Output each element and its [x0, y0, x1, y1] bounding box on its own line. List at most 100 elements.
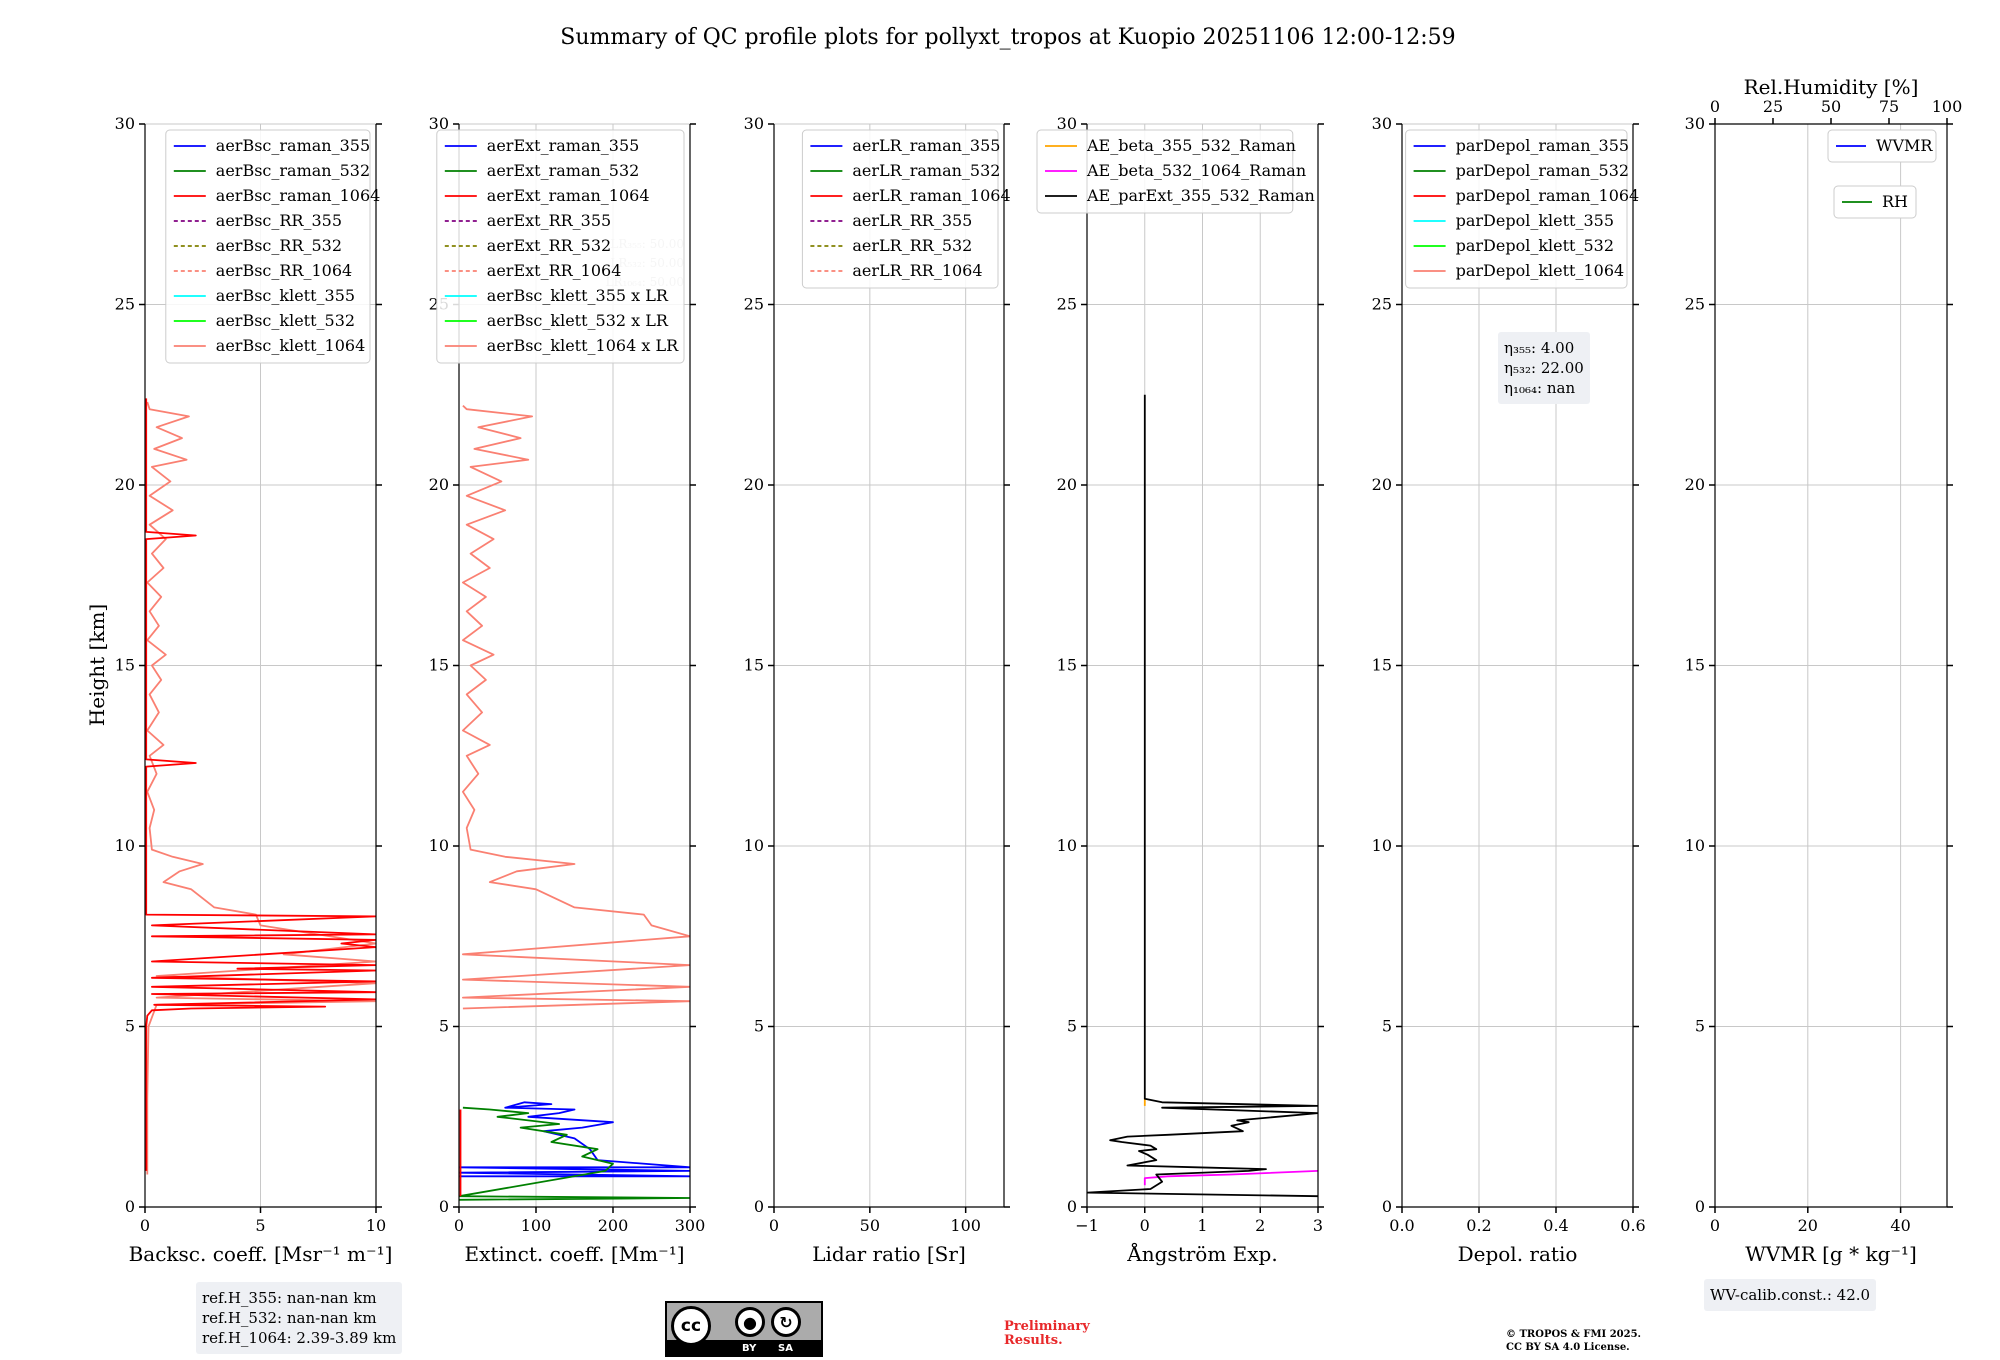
- reference-height-box: ref.H_355: nan-nan km ref.H_532: nan-nan…: [196, 1282, 403, 1354]
- series-line-AE_parExt_355_532_Raman: [1087, 394, 1318, 1198]
- legend-label: aerExt_raman_1064: [487, 186, 650, 205]
- legend-label: RH: [1882, 192, 1908, 211]
- y-tick-label: 20: [1057, 475, 1077, 494]
- x-tick-label: 100: [521, 1216, 552, 1235]
- x-axis-label: Lidar ratio [Sr]: [812, 1242, 966, 1266]
- y-tick-label: 20: [115, 475, 135, 494]
- legend-label: WVMR: [1876, 136, 1933, 155]
- legend-label: aerBsc_RR_355: [216, 211, 342, 230]
- legend-label: aerBsc_RR_1064: [216, 261, 352, 280]
- y-tick-label: 30: [1685, 114, 1705, 133]
- legend-label: parDepol_klett_532: [1456, 236, 1614, 255]
- ref-h-1064-text: ref.H_1064: 2.39-3.89 km: [202, 1329, 397, 1347]
- series-line-aerBsc_raman_1064: [145, 398, 376, 1171]
- x-tick-label: 0: [140, 1216, 150, 1235]
- x-tick-label: 40: [1890, 1216, 1910, 1235]
- x-tick-label: 0: [769, 1216, 779, 1235]
- legend-label: AE_beta_355_532_Raman: [1086, 136, 1296, 155]
- x-tick-label: 0.4: [1543, 1216, 1568, 1235]
- y-tick-label: 10: [1685, 836, 1705, 855]
- x-tick-label: 300: [675, 1216, 706, 1235]
- x-tick-label: 200: [598, 1216, 629, 1235]
- panel-lr: 0 50 100 0 5 10 15 20 25 30 Lidar ratio [Sr] aerLR_…: [744, 114, 1011, 1266]
- y-tick-label: 20: [1685, 475, 1705, 494]
- x-tick-label: 10: [366, 1216, 386, 1235]
- legend-depol: parDepol_raman_355 parDepol_raman_532 parD…: [1405, 129, 1640, 289]
- eta-532-text: η₅₃₂: 22.00: [1504, 359, 1584, 377]
- series-line-aerExt_raman_355: [459, 1101, 690, 1178]
- legend-label: parDepol_klett_1064: [1456, 261, 1625, 280]
- x-tick-label: 0.6: [1620, 1216, 1645, 1235]
- wv-calib-text: WV-calib.const.: 42.0: [1710, 1286, 1871, 1304]
- x-tick-label: 0: [1710, 1216, 1720, 1235]
- copyright-note: © TROPOS & FMI 2025. CC BY SA 4.0 Licens…: [1506, 1328, 1641, 1354]
- legend-label: aerBsc_raman_355: [216, 136, 370, 155]
- eta-info-box: η₃₅₅: 4.00 η₅₃₂: 22.00 η₁₀₆₄: nan: [1498, 332, 1590, 404]
- x-tick-label: 0.0: [1389, 1216, 1414, 1235]
- legend-frame: [801, 129, 999, 289]
- x-tick-label: 1: [1197, 1216, 1207, 1235]
- legend-frame: [165, 129, 371, 364]
- legend-label: aerExt_RR_355: [487, 211, 611, 230]
- legend-frame: [1036, 129, 1294, 214]
- y-tick-label: 25: [1057, 295, 1077, 314]
- top-x-tick-label: 75: [1879, 97, 1899, 116]
- top-x-tick-label: 25: [1763, 97, 1783, 116]
- x-axis-label: Backsc. coeff. [Msr⁻¹ m⁻¹]: [129, 1242, 393, 1266]
- legend-label: parDepol_raman_1064: [1456, 186, 1640, 205]
- legend-label: aerExt_raman_355: [487, 136, 640, 155]
- legend-label: aerLR_RR_532: [852, 236, 972, 255]
- x-tick-label: 0: [1140, 1216, 1150, 1235]
- x-tick-label: 3: [1313, 1216, 1323, 1235]
- x-tick-label: 50: [860, 1216, 880, 1235]
- series-group-ae: [1087, 394, 1318, 1198]
- ref-h-532-text: ref.H_532: nan-nan km: [202, 1309, 377, 1327]
- preliminary-line-2: Results.: [1004, 1333, 1063, 1348]
- top-x-tick-label: 50: [1821, 97, 1841, 116]
- legend-label: parDepol_klett_355: [1456, 211, 1614, 230]
- cc-icon: cc: [671, 1306, 711, 1346]
- panel-bsc: 0 5 10 0 5 10 15 20 25 30 Backsc. coeff. [Msr⁻¹ m⁻…: [115, 114, 393, 1266]
- x-tick-label: 20: [1798, 1216, 1818, 1235]
- y-tick-label: 5: [754, 1017, 764, 1036]
- y-tick-label: 15: [429, 656, 449, 675]
- legend-label: aerBsc_klett_1064: [216, 336, 365, 355]
- y-tick-label: 10: [1057, 836, 1077, 855]
- x-tick-label: 100: [950, 1216, 981, 1235]
- sa-label: SA: [778, 1343, 793, 1354]
- legend-ae: AE_beta_355_532_Raman AE_beta_532_1064_Ra…: [1036, 129, 1315, 214]
- y-tick-label: 20: [429, 475, 449, 494]
- y-tick-label: 25: [1685, 295, 1705, 314]
- y-tick-label: 25: [744, 295, 764, 314]
- y-tick-label: 5: [1382, 1017, 1392, 1036]
- x-axis-label: Depol. ratio: [1458, 1242, 1578, 1266]
- legend-label: aerLR_RR_1064: [852, 261, 982, 280]
- x-tick-label: 5: [255, 1216, 265, 1235]
- wv-calibration-box: WV-calib.const.: 42.0: [1704, 1279, 1877, 1311]
- y-tick-label: 10: [1372, 836, 1392, 855]
- y-tick-label: 0: [1067, 1197, 1077, 1216]
- legend-label: aerBsc_klett_355 x LR: [487, 286, 669, 305]
- legend-label: aerBsc_klett_355: [216, 286, 355, 305]
- x-tick-label: 2: [1255, 1216, 1265, 1235]
- legend-label: aerLR_raman_1064: [852, 186, 1010, 205]
- by-label: BY: [742, 1343, 757, 1354]
- panel-depol: 0.0 0.2 0.4 0.6 0 5 10 15 20 25 30 Depol. ratio parD…: [1372, 114, 1646, 1266]
- x-tick-label: 0: [454, 1216, 464, 1235]
- y-tick-label: 0: [1382, 1197, 1392, 1216]
- series-line-aerBsc_klett_1064 x LR: [462, 404, 690, 1010]
- legend-frame: [1833, 185, 1917, 219]
- y-tick-label: 0: [125, 1197, 135, 1216]
- chart-title: Summary of QC profile plots for pollyxt_…: [560, 25, 1455, 50]
- y-tick-label: 15: [1685, 656, 1705, 675]
- y-tick-label: 10: [744, 836, 764, 855]
- legend-frame: [1405, 129, 1628, 289]
- legend-frame: [436, 129, 685, 364]
- legend-ext: aerExt_raman_355 aerExt_raman_532 aerExt_r…: [436, 129, 685, 364]
- x-tick-label: 0.2: [1466, 1216, 1491, 1235]
- eta-355-text: η₃₅₅: 4.00: [1504, 339, 1575, 357]
- series-group-ext: [459, 404, 690, 1201]
- share-alike-icon: ↻: [771, 1307, 801, 1337]
